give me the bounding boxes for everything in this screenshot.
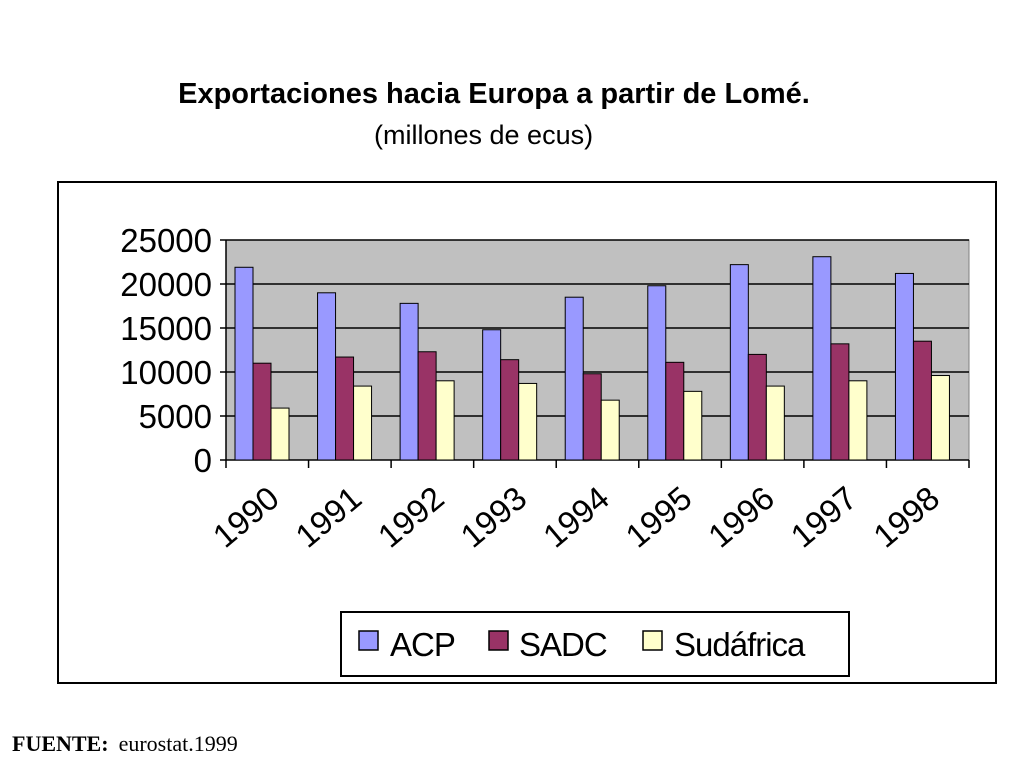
bar-sudáfrica <box>765 385 785 461</box>
bar-sadc <box>830 343 850 461</box>
legend-label-sadc: SADC <box>519 626 607 663</box>
bar-acp <box>812 256 832 461</box>
bar-acp <box>647 285 667 461</box>
source-value: eurostat.1999 <box>118 731 238 756</box>
x-tick-label: 1994 <box>536 479 616 555</box>
bar-sudáfrica <box>600 399 620 461</box>
bar-sadc <box>500 359 520 461</box>
y-tick-label: 20000 <box>120 266 212 303</box>
bar-acp <box>894 272 914 461</box>
y-tick-label: 25000 <box>120 222 212 259</box>
bar-sadc <box>582 373 602 461</box>
bar-sadc <box>665 361 685 461</box>
bar-sadc <box>335 356 355 461</box>
bar-acp <box>564 296 584 461</box>
bar-sudáfrica <box>683 390 703 461</box>
bar-sudáfrica <box>353 385 373 461</box>
legend-swatch-sadc <box>488 630 509 651</box>
x-tick-label: 1996 <box>701 479 781 555</box>
y-tick-label: 15000 <box>120 310 212 347</box>
bar-acp <box>399 302 419 461</box>
y-tick-label: 5000 <box>139 398 212 435</box>
y-tick-label: 0 <box>194 442 212 479</box>
bar-acp <box>482 329 502 461</box>
bar-sadc <box>747 353 767 461</box>
source-label: FUENTE: <box>12 731 109 756</box>
bar-sudáfrica <box>518 382 538 461</box>
x-tick-label: 1995 <box>619 479 699 555</box>
source-note: FUENTE: eurostat.1999 <box>12 731 238 757</box>
bar-sadc <box>912 340 932 461</box>
bar-acp <box>729 264 749 461</box>
x-tick-label: 1992 <box>371 479 451 555</box>
x-tick-label: 1997 <box>784 479 864 555</box>
bar-sudáfrica <box>848 380 868 461</box>
x-tick-label: 1990 <box>206 479 286 555</box>
bar-sudáfrica <box>435 380 455 461</box>
bar-sadc <box>417 351 437 461</box>
x-tick-label: 1993 <box>453 479 533 555</box>
legend <box>340 611 850 677</box>
legend-swatch-sudáfrica <box>642 630 663 651</box>
bar-sudáfrica <box>930 375 950 461</box>
x-tick-label: 1998 <box>866 479 946 555</box>
chart-subtitle: (millones de ecus) <box>374 120 594 150</box>
legend-label-sudáfrica: Sudáfrica <box>674 626 806 663</box>
bar-sadc <box>252 362 272 461</box>
bar-acp <box>234 266 254 461</box>
bar-sudáfrica <box>270 407 290 461</box>
legend-swatch-acp <box>358 630 379 651</box>
chart-title: Exportaciones hacia Europa a partir de L… <box>178 78 810 110</box>
x-tick-label: 1991 <box>288 479 368 555</box>
legend-label-acp: ACP <box>390 626 455 663</box>
y-tick-label: 10000 <box>120 354 212 391</box>
bar-acp <box>317 292 337 461</box>
